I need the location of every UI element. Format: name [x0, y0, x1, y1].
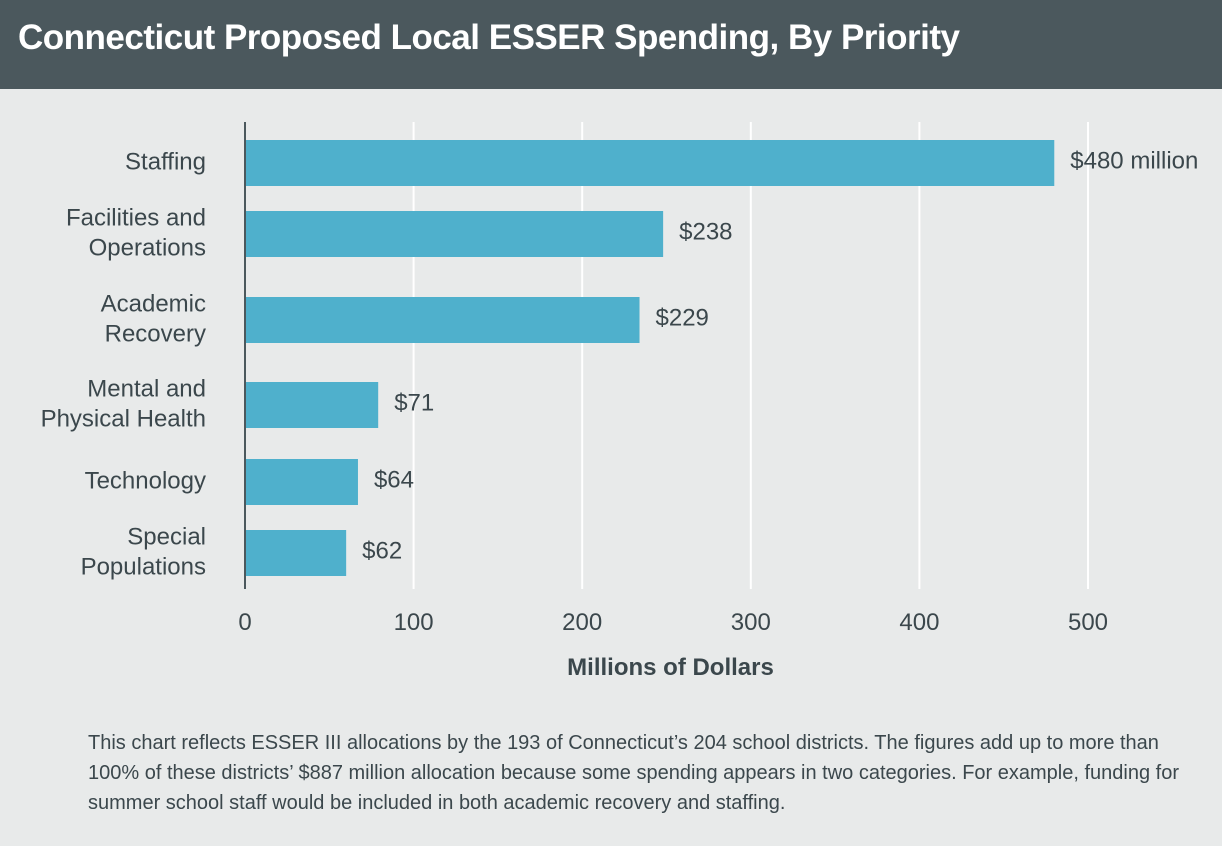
category-label: Mental and [87, 375, 206, 402]
x-tick-label: 500 [1068, 609, 1108, 636]
category-label: Facilities and [66, 204, 206, 231]
data-labels: $480 million $238 $229 $71 $64 $62 [362, 147, 1198, 564]
bar [245, 530, 347, 576]
data-label: $238 [679, 218, 732, 245]
bar-chart: $480 million $238 $229 $71 $64 $62 Staffing Fa… [41, 122, 1198, 681]
x-tick-labels: 0 100 200 300 400 500 [238, 609, 1108, 636]
bar [245, 459, 358, 505]
bar [245, 211, 664, 257]
x-tick-label: 200 [562, 609, 602, 636]
category-label: Staffing [125, 148, 206, 175]
chart-title: Connecticut Proposed Local ESSER Spendin… [18, 18, 960, 57]
data-label: $480 million [1070, 147, 1198, 174]
bar [245, 382, 379, 428]
category-label: Physical Health [41, 405, 206, 432]
x-tick-label: 0 [238, 609, 251, 636]
chart-header: Connecticut Proposed Local ESSER Spendin… [0, 0, 1222, 89]
category-label: Operations [89, 234, 206, 261]
data-label: $71 [394, 389, 434, 416]
x-tick-label: 400 [899, 609, 939, 636]
data-label: $229 [656, 304, 709, 331]
grid-lines [412, 122, 1089, 589]
category-label: Populations [81, 553, 206, 580]
data-label: $62 [362, 537, 402, 564]
bar [245, 140, 1055, 186]
category-label: Special [127, 523, 206, 550]
bar [245, 297, 640, 343]
category-label: Academic [101, 290, 206, 317]
x-tick-label: 300 [731, 609, 771, 636]
category-label: Technology [85, 467, 206, 494]
bars [245, 140, 1055, 576]
x-tick-label: 100 [394, 609, 434, 636]
data-label: $64 [374, 466, 414, 493]
chart-footnote: This chart reflects ESSER III allocation… [88, 732, 1179, 814]
category-label: Recovery [105, 320, 206, 347]
x-axis-title: Millions of Dollars [567, 654, 774, 681]
category-labels: Staffing Facilities and Operations Academic… [41, 148, 206, 580]
